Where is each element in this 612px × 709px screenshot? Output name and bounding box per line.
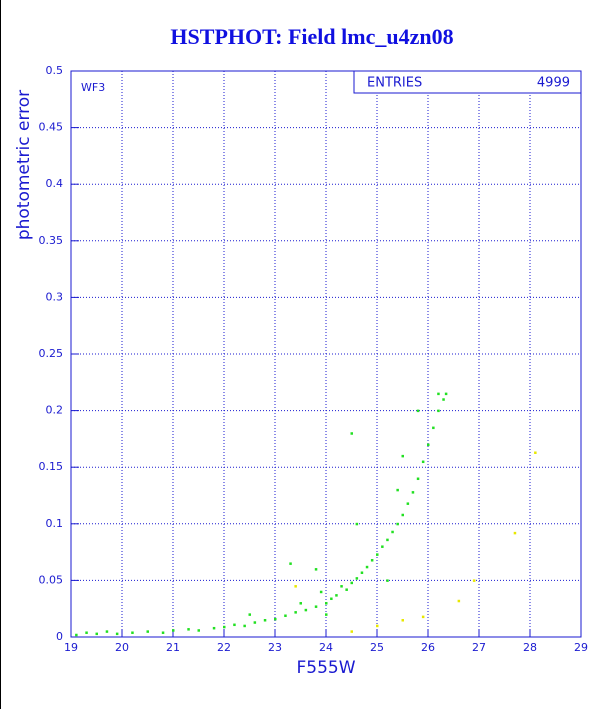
point [411,491,415,494]
x-tick-label: 27 [472,641,486,654]
y-tick-label: 0.35 [39,234,64,247]
point [263,619,267,622]
point [131,631,134,634]
point [212,626,216,630]
x-axis-label: F555W [296,658,355,678]
point [355,522,359,526]
point [396,488,399,492]
point [421,460,425,464]
point [350,432,353,435]
point [386,579,389,582]
stats-value: 4999 [537,76,570,91]
point [416,477,420,481]
x-tick-label: 21 [166,641,180,654]
point [365,565,369,569]
point [386,538,389,542]
point [472,579,476,582]
point [335,594,338,597]
point [223,625,226,629]
point [105,630,109,633]
y-tick-label: 0.45 [39,121,64,134]
x-tick-label: 25 [370,641,384,654]
point [416,409,420,413]
point [345,588,348,591]
chart-title: HSTPHOT: Field lmc_u4zn08 [170,24,453,49]
point [381,545,384,548]
point [294,585,297,588]
y-tick-label: 0 [56,630,63,643]
point [340,585,343,588]
x-tick-label: 26 [421,641,435,654]
point [294,611,297,614]
point [314,568,318,571]
point [444,392,448,396]
y-tick-label: 0.5 [46,64,64,77]
point [406,502,410,505]
point [401,454,404,458]
annotation: WF3 [81,81,105,94]
point [401,619,404,622]
point [243,624,246,628]
point [401,513,404,517]
point [350,630,353,633]
point [233,623,236,627]
point [248,613,251,616]
y-tick-label: 0.1 [46,517,64,530]
point [350,581,353,585]
point [427,443,430,447]
y-tick-label: 0.15 [39,460,64,473]
point [314,605,318,608]
x-tick-label: 29 [574,641,588,654]
point [299,602,302,605]
point [437,409,440,413]
y-tick-label: 0.25 [39,347,64,360]
point [274,617,277,621]
point [319,590,323,594]
point [304,608,308,612]
stats-box [353,70,582,94]
point [457,599,461,603]
point [85,631,88,634]
point [284,614,287,617]
y-axis-label: photometric error [14,90,34,240]
point [161,631,165,634]
point [146,630,149,633]
stats-label: ENTRIES [367,76,422,91]
point [437,392,440,396]
y-tick-label: 0.05 [39,573,64,586]
point [187,628,190,631]
point [360,571,364,574]
point [253,621,257,624]
y-tick-label: 0.3 [46,290,64,303]
y-tick-label: 0.2 [46,404,64,417]
point [396,522,399,526]
y-tick-label: 0.4 [46,177,64,190]
x-tick-label: 22 [217,641,231,654]
point [421,615,425,619]
point [172,629,175,632]
point [330,597,333,601]
x-tick-label: 28 [523,641,537,654]
x-tick-label: 24 [319,641,333,654]
point [289,562,292,565]
point [391,530,394,534]
point [197,629,200,632]
point [325,602,328,605]
point [115,632,119,636]
point [75,633,78,637]
point [442,398,445,401]
x-tick-label: 23 [268,641,282,654]
point [95,632,98,636]
point [513,531,517,535]
point [370,559,374,562]
x-tick-label: 19 [64,641,78,654]
x-tick-label: 20 [115,641,129,654]
point [325,613,328,616]
point [376,553,379,556]
point [534,451,537,454]
point [376,624,379,628]
point [355,577,359,580]
point [432,426,435,430]
